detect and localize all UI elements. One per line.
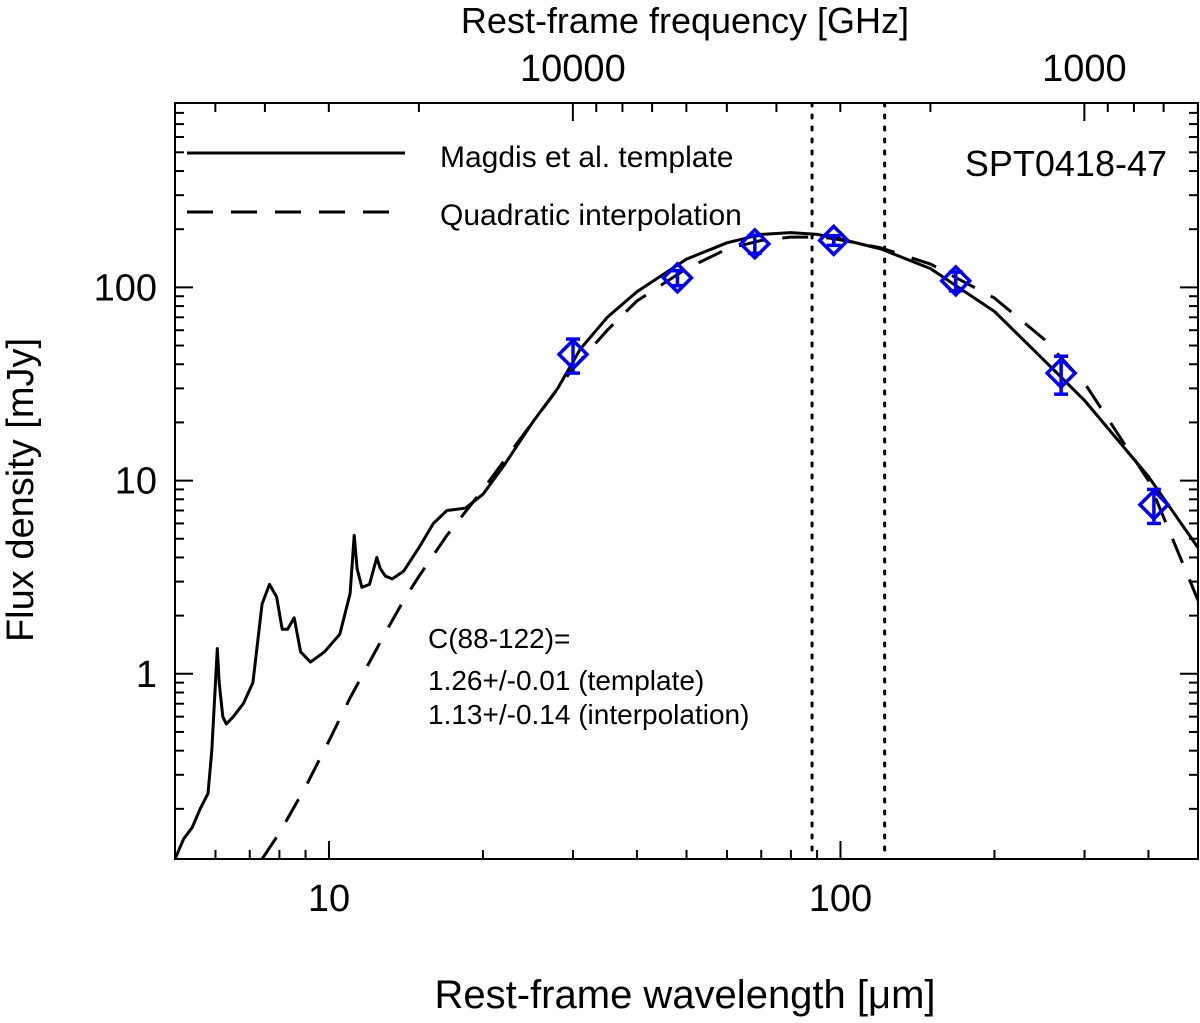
y-tick-label: 1 xyxy=(136,654,157,696)
y-tick-label: 100 xyxy=(94,267,157,309)
axes-layer: 10 100 10000 1000 1 10 100 xyxy=(94,48,1199,920)
data-point xyxy=(738,227,772,261)
x2-tick-label: 1000 xyxy=(1042,48,1127,90)
annotation-line-1: C(88-122)= xyxy=(428,623,570,654)
data-point xyxy=(556,337,590,371)
data-point xyxy=(817,223,851,257)
plot-clipped-group xyxy=(175,103,1198,859)
plot-frame xyxy=(174,102,1199,860)
plot-layer xyxy=(175,103,1198,859)
legend-label-template: Magdis et al. template xyxy=(440,141,733,174)
data-point xyxy=(1137,488,1171,522)
data-point xyxy=(939,264,973,298)
x2-tick-label: 10000 xyxy=(520,48,626,90)
data-point xyxy=(660,261,694,295)
y-axis-title: Flux density [mJy] xyxy=(0,338,42,642)
x-tick-label: 10 xyxy=(308,878,350,920)
annotation-line-2: 1.26+/-0.01 (template) xyxy=(428,665,704,696)
data-point xyxy=(1044,356,1078,390)
series-template-line xyxy=(175,231,1198,859)
legend-label-interpolation: Quadratic interpolation xyxy=(440,199,742,232)
series-interpolation-line xyxy=(260,235,1198,859)
x-tick-label: 100 xyxy=(809,878,872,920)
annotation-line-3: 1.13+/-0.14 (interpolation) xyxy=(428,699,749,730)
top-axis-title: Rest-frame frequency [GHz] xyxy=(461,0,909,41)
chart-title: SPT0418-47 xyxy=(965,143,1167,184)
x-axis-title: Rest-frame wavelength [μm] xyxy=(435,973,936,1017)
y-tick-label: 10 xyxy=(115,461,157,503)
